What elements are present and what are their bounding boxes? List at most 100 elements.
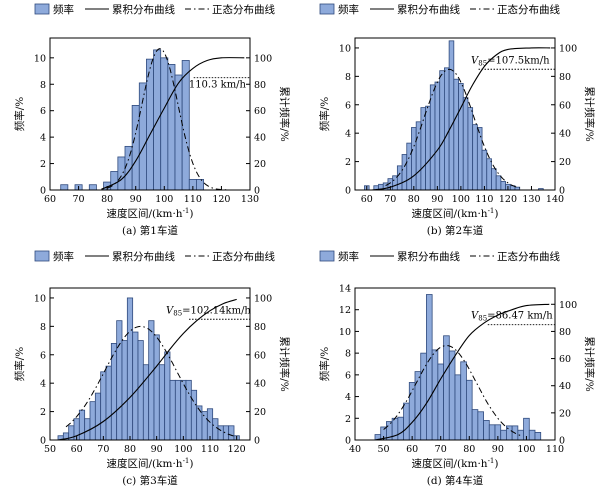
- histogram-bar: [126, 297, 134, 441]
- y2-tick-label: 20: [254, 407, 266, 418]
- histogram-bar: [500, 429, 507, 441]
- histogram-bar: [222, 425, 230, 441]
- legend: 频率 累积分布曲线 正态分布曲线: [34, 3, 275, 16]
- y2-tick-label: 0: [254, 186, 260, 197]
- histogram-bar: [60, 184, 69, 191]
- y-tick-label: 6: [345, 370, 351, 381]
- x-axis-label-main: 速度区间/(km·h: [107, 457, 183, 470]
- y-axis-label: 频率/%: [318, 347, 331, 382]
- x-tick-label: 110: [546, 444, 564, 455]
- y-axis-label: 频率/%: [13, 347, 26, 382]
- v85-annotation: 110.3 km/h: [189, 80, 247, 91]
- v85-annotation: V85=107.5km/h: [471, 55, 550, 67]
- histogram-bar: [190, 389, 198, 441]
- y2-tick-label: 60: [254, 106, 266, 117]
- histogram-bar: [453, 78, 459, 191]
- histogram-bar: [169, 379, 176, 441]
- legend: 频率 累积分布曲线 正态分布曲线: [319, 250, 560, 263]
- v85-subscript: 85: [478, 59, 487, 67]
- histogram-bar: [467, 107, 474, 191]
- histogram-bar: [477, 411, 484, 441]
- histogram-bar: [425, 105, 431, 191]
- x-axis-label-tail: ): [494, 458, 498, 470]
- histogram-bar: [228, 425, 235, 441]
- v85-symbol: V: [471, 311, 480, 322]
- histogram-bar: [89, 401, 96, 441]
- x-axis-label: 速度区间/(km·h-1): [412, 457, 499, 470]
- y-tick-label: 8: [40, 322, 46, 333]
- histogram-bar: [121, 340, 128, 441]
- y2-tick-label: 0: [559, 436, 565, 447]
- x-tick-label: 90: [151, 444, 163, 455]
- x-axis-label-tail: ): [494, 208, 498, 220]
- y-tick-label: 0: [40, 436, 46, 447]
- histogram-bar: [153, 49, 162, 191]
- y-tick-label: 14: [339, 284, 351, 295]
- histogram-bar: [174, 379, 182, 441]
- y2-tick-label: 40: [254, 133, 266, 144]
- histogram-bar: [431, 349, 439, 441]
- legend: 频率 累积分布曲线 正态分布曲线: [34, 250, 275, 263]
- legend-label-frequency: 频率: [53, 250, 74, 263]
- histogram-bar: [137, 340, 144, 441]
- cumulative-distribution-curve: [57, 298, 237, 441]
- histogram-bar: [148, 320, 155, 441]
- histogram-bar: [534, 431, 542, 441]
- x-tick-label: 80: [101, 194, 113, 205]
- histogram-bar: [206, 408, 214, 441]
- y2-tick-label: 0: [559, 186, 565, 197]
- histogram-bar: [495, 175, 502, 191]
- x-tick-label: 130: [522, 194, 540, 205]
- histogram-bar: [78, 409, 86, 441]
- y2-tick-label: 20: [559, 157, 571, 168]
- histogram-bar: [462, 97, 469, 191]
- plot-frame: [354, 37, 556, 191]
- y2-axis-label: 累计频率/%: [583, 86, 596, 142]
- y-tick-label: 8: [345, 72, 351, 83]
- x-tick-label: 130: [241, 194, 259, 205]
- histogram-bar: [100, 371, 107, 441]
- y-tick-label: 10: [34, 53, 46, 64]
- v85-subscript: 85: [173, 309, 182, 317]
- histogram-bar: [196, 405, 203, 441]
- legend-label-normal: 正态分布曲线: [497, 3, 560, 16]
- histogram-bar: [483, 420, 490, 441]
- v85-value: =102.14km/h: [182, 305, 251, 316]
- x-tick-label: 140: [546, 194, 564, 205]
- panel-caption: (d) 第4车道: [427, 474, 484, 487]
- y-tick-label: 2: [40, 407, 46, 418]
- normal-distribution-curve: [65, 325, 237, 438]
- histogram-bar: [94, 392, 102, 441]
- x-tick-label: 70: [435, 444, 447, 455]
- y-tick-label: 4: [345, 129, 351, 140]
- x-tick-label: 50: [378, 444, 390, 455]
- y-tick-label: 6: [40, 106, 46, 117]
- x-axis-label-superscript: -1: [183, 207, 190, 215]
- histogram-bar: [476, 127, 483, 191]
- y-tick-label: 6: [345, 100, 351, 111]
- y2-axis-label: 累计频率/%: [278, 336, 291, 392]
- histogram-bar: [439, 70, 445, 191]
- histogram-bar: [491, 168, 497, 191]
- v85-symbol: V: [471, 55, 480, 66]
- histogram-bar: [414, 371, 422, 441]
- histogram-bar: [460, 361, 467, 441]
- cumulative-distribution-curve: [371, 47, 551, 191]
- histogram-bar: [88, 184, 97, 191]
- y2-axis-label: 累计频率/%: [583, 336, 596, 392]
- histogram-bar: [443, 335, 450, 441]
- x-tick-label: 80: [463, 444, 475, 455]
- plot-frame: [354, 287, 556, 441]
- legend-label-cumulative: 累积分布曲线: [112, 3, 175, 16]
- histogram-bar: [180, 379, 187, 441]
- legend-label-cumulative: 累积分布曲线: [112, 250, 175, 263]
- histogram-bar: [528, 429, 536, 441]
- y-tick-label: 4: [345, 392, 351, 403]
- legend-swatch-frequency: [319, 3, 335, 15]
- panel-caption: (a) 第1车道: [122, 224, 178, 237]
- y2-tick-label: 100: [559, 300, 577, 311]
- x-axis-label: 速度区间/(km·h-1): [107, 207, 194, 220]
- histogram-bar: [212, 418, 219, 441]
